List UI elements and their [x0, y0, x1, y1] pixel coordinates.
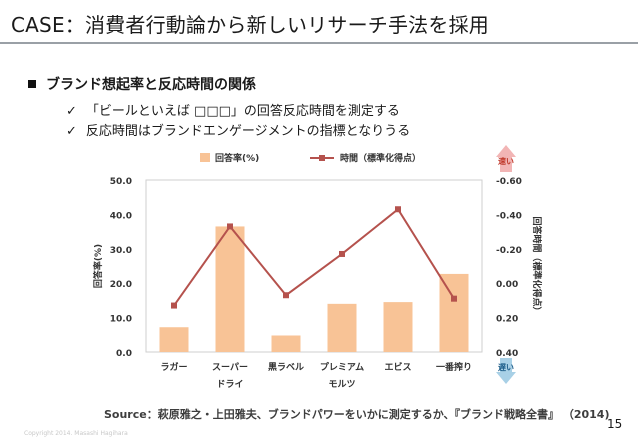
y2-tick-label: 0.00 [496, 280, 518, 290]
x-tick-label: 黒ラベル [268, 362, 304, 373]
arrow-up-icon [496, 145, 516, 172]
line-point [171, 302, 177, 309]
line-point [339, 250, 345, 257]
series-line [173, 207, 455, 307]
page-number: 15 [607, 417, 623, 431]
y-tick-label: 0.0 [116, 349, 132, 359]
y-tick-label: 20.0 [110, 280, 132, 290]
legend-bar-label: 回答率(%) [215, 152, 259, 164]
y-tick-label: 40.0 [110, 211, 132, 221]
copyright-notice: Copyright 2014. Masashi Hagihara [24, 430, 128, 437]
bullet-text: 「ビールといえば □□□」の回答反応時間を測定する [85, 104, 400, 119]
y-axis-label: 回答率(%) [92, 244, 104, 288]
square-bullet-icon [28, 80, 36, 88]
legend-line-marker [319, 155, 325, 161]
bullet-text: 反応時間はブランドエンゲージメントの指標となりうる [85, 124, 411, 139]
x-tick-label: エビス [384, 361, 411, 373]
legend-line-label: 時間（標準化得点） [340, 152, 421, 164]
x-tick-label: 一番搾り [436, 361, 472, 373]
y2-tick-label: 0.40 [496, 349, 518, 359]
bar [439, 273, 469, 352]
bullet-item: ✓ 「ビールといえば □□□」の回答反応時間を測定する [66, 100, 400, 119]
arrow-down-icon [496, 358, 516, 384]
y-tick-label: 50.0 [110, 177, 132, 187]
y-tick-label: 10.0 [110, 315, 132, 325]
legend-bar-swatch [200, 153, 210, 162]
x-tick-label: ラガー [160, 361, 187, 373]
plot-frame [145, 179, 483, 353]
x-tick-label: ドライ [216, 379, 243, 390]
bar [271, 335, 301, 352]
title-bar: CASE：消費者行動論から新しいリサーチ手法を採用 [0, 0, 638, 44]
bar [159, 327, 189, 352]
line-point [395, 206, 401, 213]
y-tick-label: 30.0 [110, 246, 132, 256]
y2-tick-label: -0.60 [496, 177, 522, 187]
bar [383, 302, 413, 352]
heading-text: ブランド想起率と反応時間の関係 [46, 77, 256, 93]
x-tick-label: モルツ [328, 379, 355, 390]
slow-label: 遅い [498, 362, 514, 372]
source-citation: Source：萩原雅之・上田雅夫、ブランドパワーをいかに測定するか、『ブランド戦… [104, 408, 610, 421]
x-tick-label: プレミアム [320, 361, 364, 373]
checkmark-icon: ✓ [66, 124, 77, 139]
checkmark-icon: ✓ [66, 104, 77, 119]
line-point [451, 295, 457, 302]
line-point [283, 292, 289, 299]
y2-axis-label: 回答時間（標準化得点） [531, 216, 543, 315]
line-point [227, 223, 233, 230]
y2-tick-label: -0.20 [496, 246, 522, 256]
y2-tick-label: 0.20 [496, 315, 518, 325]
bar [215, 226, 245, 352]
bullet-item: ✓ 反応時間はブランドエンゲージメントの指標となりうる [66, 120, 410, 139]
slide-title: CASE：消費者行動論から新しいリサーチ手法を採用 [11, 13, 489, 37]
fast-label: 速い [498, 156, 514, 166]
section-heading: ブランド想起率と反応時間の関係 [28, 74, 256, 94]
x-tick-label: スーパー [212, 361, 248, 373]
y2-tick-label: -0.40 [496, 211, 522, 221]
bar [327, 303, 357, 352]
